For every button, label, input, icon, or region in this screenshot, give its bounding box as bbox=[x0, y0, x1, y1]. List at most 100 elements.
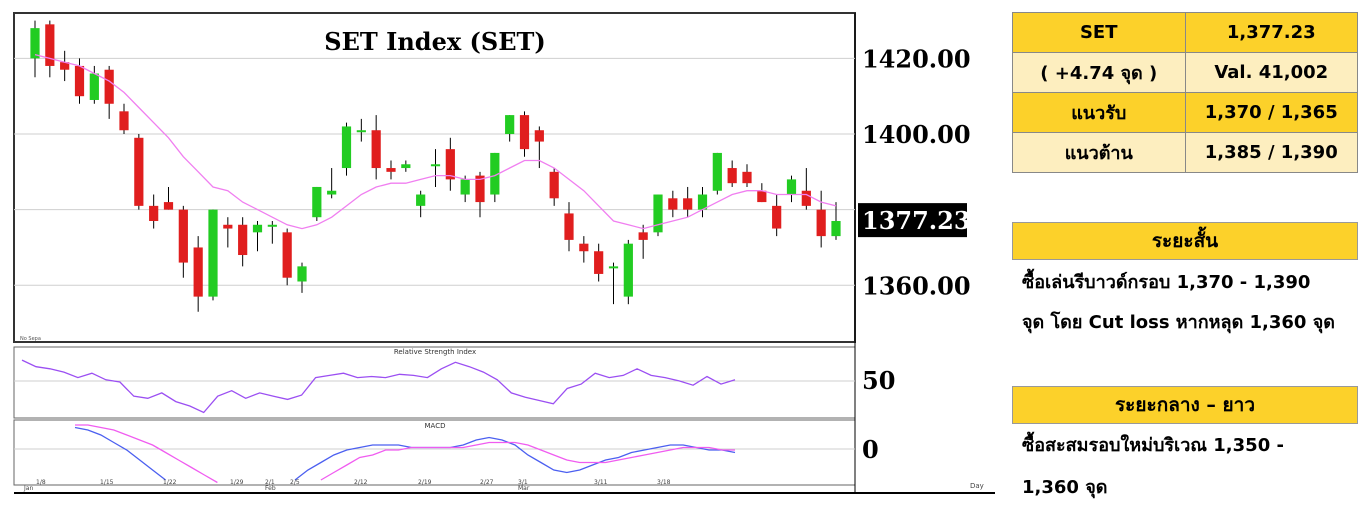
candle-body bbox=[252, 224, 263, 233]
candle-body bbox=[386, 168, 396, 172]
x-tick-label: 3/18 bbox=[657, 479, 671, 486]
candle-body bbox=[208, 209, 218, 297]
candle-body bbox=[445, 149, 455, 180]
price-tick-label: 1420.00 bbox=[862, 44, 971, 73]
candle-body bbox=[831, 220, 841, 237]
macd-panel bbox=[13, 419, 856, 486]
x-tick-label: Mar bbox=[518, 485, 530, 492]
candle-body bbox=[312, 186, 322, 218]
x-tick-label: 2/12 bbox=[354, 479, 368, 486]
quote-panel: SET 1,377.23 ( +4.74 จุด ) Val. 41,002 แ… bbox=[1012, 12, 1360, 173]
candle-body bbox=[149, 205, 159, 221]
candle-body bbox=[549, 171, 559, 199]
quote-table: SET 1,377.23 ( +4.74 จุด ) Val. 41,002 แ… bbox=[1012, 12, 1358, 173]
last-price-label: 1377.23 bbox=[862, 206, 971, 235]
chart-title: SET Index (SET) bbox=[324, 27, 545, 56]
candle-body bbox=[45, 24, 55, 66]
candle-body bbox=[267, 224, 277, 227]
candle-body bbox=[801, 190, 811, 206]
moving-average-line bbox=[34, 53, 837, 230]
candle-body bbox=[579, 243, 589, 252]
candle-body bbox=[60, 62, 70, 70]
candle-body bbox=[193, 247, 203, 297]
x-tick-label: 1/8 bbox=[36, 479, 46, 486]
candle-body bbox=[697, 194, 708, 210]
x-tick-label: 1/22 bbox=[163, 479, 177, 486]
candle-body bbox=[163, 202, 174, 210]
candle-body bbox=[623, 243, 633, 297]
macd-line bbox=[74, 426, 736, 481]
x-tick-label: 3/11 bbox=[594, 479, 608, 486]
index-value: 1,377.23 bbox=[1184, 12, 1358, 53]
price-tick-label: 1400.00 bbox=[862, 120, 971, 149]
x-tick-label: Feb bbox=[265, 485, 276, 492]
chart-canvas: 1420.00 1400.00 1360.00 1377.23 SET Index (S… bbox=[13, 12, 995, 494]
rsi-tick-label: 50 bbox=[862, 366, 895, 395]
candle-body bbox=[608, 266, 619, 269]
candle-body bbox=[534, 130, 544, 142]
x-axis-label: Day bbox=[970, 482, 984, 490]
candle-body bbox=[594, 251, 604, 274]
long-term-line-1: ซื้อสะสมรอบใหม่บริเวณ 1,350 - bbox=[1022, 435, 1284, 456]
short-term-header: ระยะสั้น bbox=[1012, 222, 1358, 260]
macd-label: MACD bbox=[425, 422, 446, 430]
candle-body bbox=[490, 152, 500, 195]
candle-body bbox=[30, 28, 40, 59]
resistance-value: 1,385 / 1,390 bbox=[1184, 132, 1358, 173]
candle-body bbox=[416, 194, 426, 206]
candle-body bbox=[223, 224, 233, 229]
candle-body bbox=[134, 137, 144, 206]
index-change: ( +4.74 จุด ) bbox=[1012, 52, 1186, 93]
short-term-line-2: จุด โดย Cut loss หากหลุด 1,360 จุด bbox=[1022, 312, 1335, 333]
candle-body bbox=[505, 115, 515, 135]
candle-body bbox=[178, 209, 188, 263]
rsi-line bbox=[21, 359, 736, 414]
candle-body bbox=[816, 209, 826, 237]
resistance-label: แนวต้าน bbox=[1012, 132, 1186, 173]
quote-row-resistance: แนวต้าน 1,385 / 1,390 bbox=[1012, 132, 1358, 173]
x-tick-label: Jan bbox=[23, 485, 33, 492]
candle-body bbox=[89, 73, 99, 100]
support-label: แนวรับ bbox=[1012, 92, 1186, 133]
x-tick-label: 3/1 bbox=[518, 479, 528, 486]
candle-body bbox=[638, 232, 648, 240]
candle-body bbox=[757, 190, 767, 203]
quote-row-change: ( +4.74 จุด ) Val. 41,002 bbox=[1012, 52, 1358, 93]
x-tick-label: 1/15 bbox=[100, 479, 114, 486]
x-tick-label: 2/19 bbox=[418, 479, 432, 486]
candle-body bbox=[786, 179, 797, 195]
candle-body bbox=[119, 111, 129, 131]
candle-body bbox=[712, 152, 722, 191]
candle-body bbox=[356, 130, 366, 133]
candle-body bbox=[772, 205, 782, 229]
candle-body bbox=[430, 164, 441, 167]
last-price-box bbox=[858, 203, 967, 238]
candle-body bbox=[401, 164, 411, 169]
rsi-panel bbox=[13, 346, 856, 419]
candle-body bbox=[74, 65, 85, 97]
index-name: SET bbox=[1012, 12, 1186, 53]
candle-body bbox=[460, 179, 470, 195]
x-tick-label: 2/1 bbox=[265, 479, 275, 486]
candle-body bbox=[341, 126, 352, 169]
candle-body bbox=[727, 168, 737, 184]
long-term-line-2: 1,360 จุด bbox=[1022, 477, 1108, 498]
candle-body bbox=[475, 175, 485, 203]
candle-body bbox=[104, 69, 114, 104]
quote-row-index: SET 1,377.23 bbox=[1012, 12, 1358, 53]
trade-value: Val. 41,002 bbox=[1184, 52, 1358, 93]
candle-body bbox=[668, 198, 678, 210]
candle-body bbox=[297, 266, 307, 282]
candle-body bbox=[742, 171, 752, 184]
candle-body bbox=[238, 224, 248, 256]
rsi-label: Relative Strength Index bbox=[394, 348, 476, 356]
candle-body bbox=[564, 213, 574, 240]
candle-body bbox=[653, 194, 663, 233]
short-term-line-1: ซื้อเล่นรีบาวด์กรอบ 1,370 - 1,390 bbox=[1022, 272, 1311, 293]
candle-body bbox=[683, 198, 693, 210]
price-tick-label: 1360.00 bbox=[862, 271, 971, 300]
macd-tick-label: 0 bbox=[862, 435, 879, 464]
x-tick-label: 2/5 bbox=[290, 479, 300, 486]
x-tick-label: 1/29 bbox=[230, 479, 244, 486]
candle-body bbox=[327, 190, 337, 195]
